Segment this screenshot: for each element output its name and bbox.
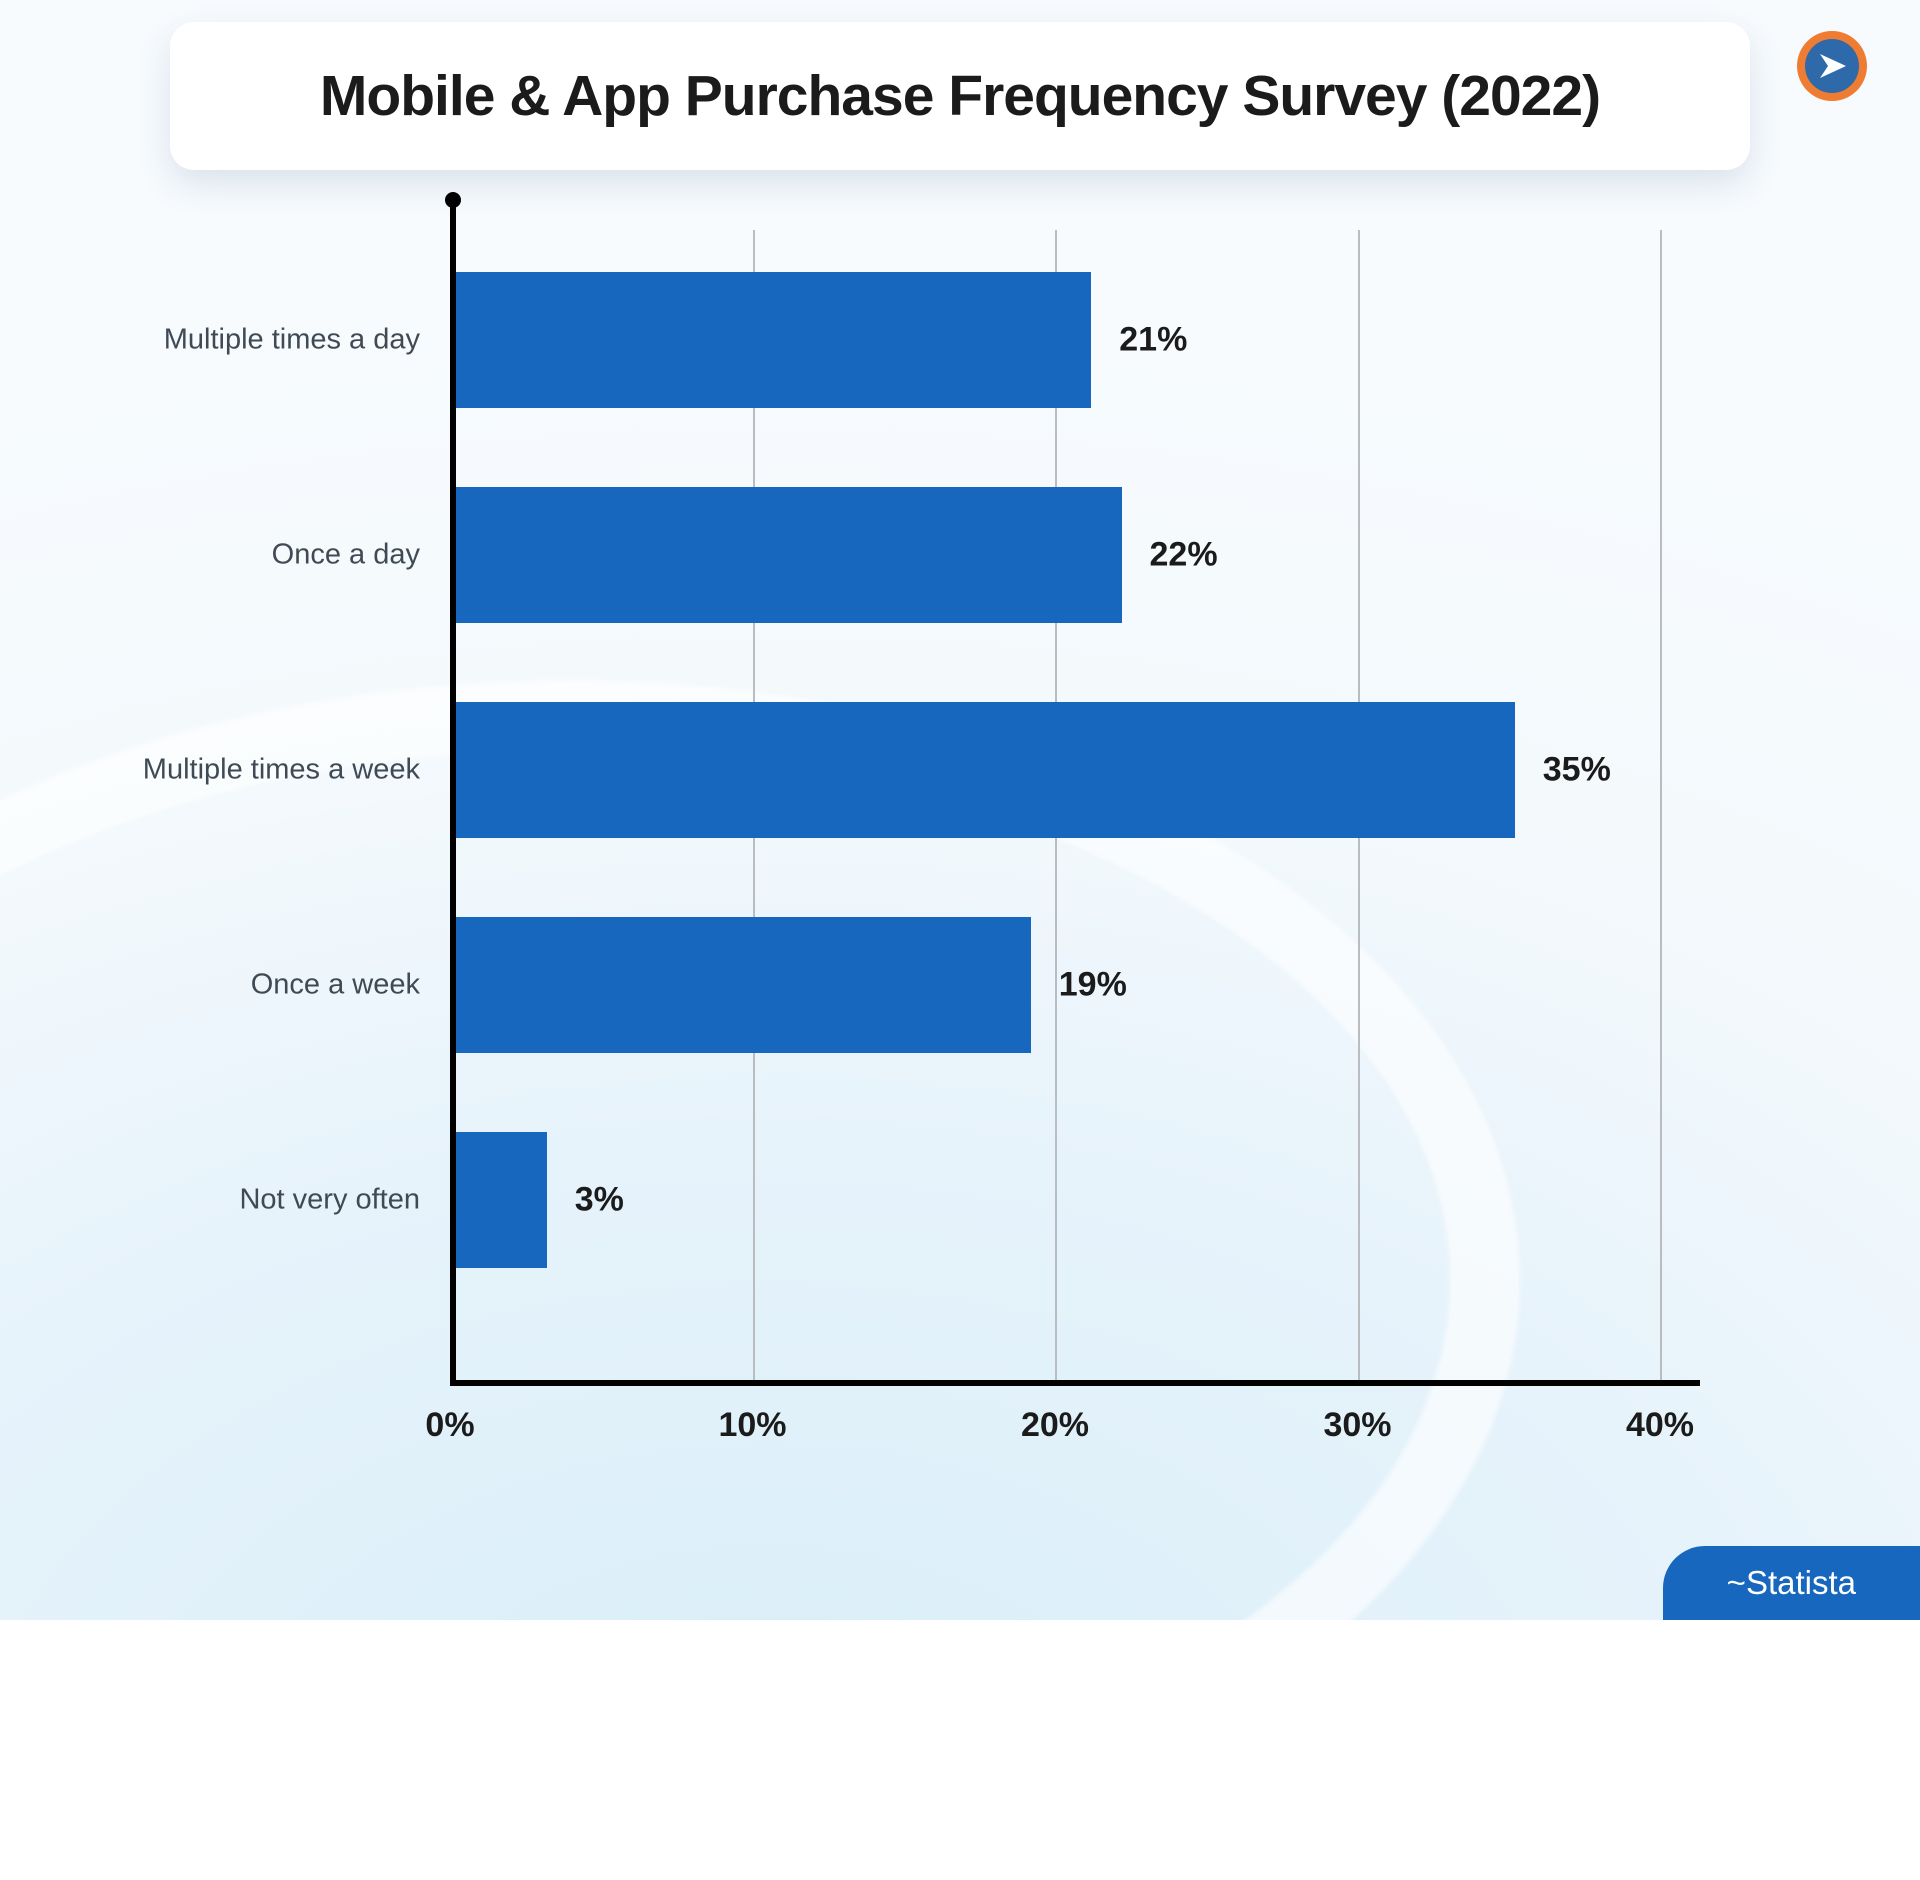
axis-cap-dot (445, 192, 461, 208)
bar (456, 487, 1122, 623)
category-label: Not very often (239, 1184, 420, 1217)
bar (456, 1132, 547, 1268)
title-card: Mobile & App Purchase Frequency Survey (… (170, 22, 1750, 170)
gridline (1660, 230, 1662, 1380)
bar-value-label: 22% (1150, 536, 1218, 575)
bar-value-label: 35% (1543, 751, 1611, 790)
source-label: ~Statista (1727, 1564, 1856, 1602)
brand-logo (1796, 30, 1868, 102)
x-axis (450, 1380, 1700, 1386)
x-tick-label: 40% (1626, 1406, 1694, 1445)
chart-title: Mobile & App Purchase Frequency Survey (… (320, 63, 1600, 129)
source-badge: ~Statista (1663, 1546, 1920, 1620)
x-tick-label: 0% (425, 1406, 474, 1445)
bar-chart: 0% 10% 20% 30% 40% Multiple times a day 21% Onc… (100, 200, 1820, 1490)
bar (456, 272, 1091, 408)
x-tick-label: 10% (718, 1406, 786, 1445)
category-label: Once a week (251, 969, 420, 1002)
bar (456, 917, 1031, 1053)
bar (456, 702, 1515, 838)
x-tick-label: 20% (1021, 1406, 1089, 1445)
category-label: Once a day (272, 539, 420, 572)
bar-value-label: 19% (1059, 966, 1127, 1005)
x-tick-label: 30% (1323, 1406, 1391, 1445)
bar-value-label: 21% (1119, 321, 1187, 360)
bar-value-label: 3% (575, 1181, 624, 1220)
category-label: Multiple times a week (143, 754, 420, 787)
category-label: Multiple times a day (164, 324, 420, 357)
